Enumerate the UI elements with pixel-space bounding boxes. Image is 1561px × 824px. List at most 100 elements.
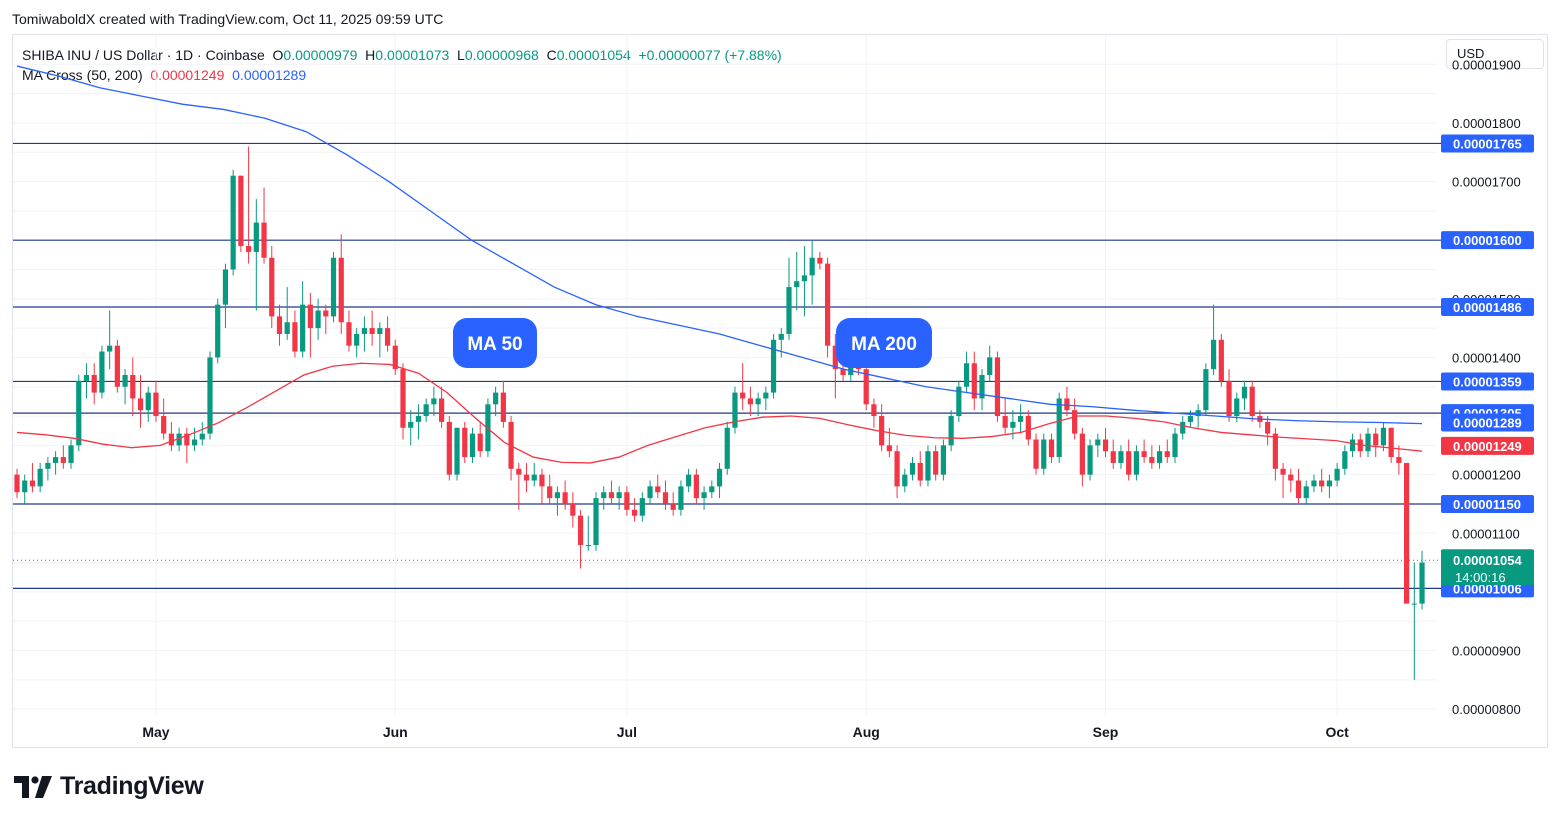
candle-down bbox=[863, 369, 869, 405]
candle-up bbox=[37, 468, 43, 487]
symbol-title[interactable]: SHIBA INU / US Dollar · 1D · Coinbase bbox=[22, 47, 265, 63]
candle-up bbox=[207, 357, 213, 434]
candle-down bbox=[346, 322, 352, 346]
candle-down bbox=[477, 433, 483, 452]
annotations: MA 50 MA 200 bbox=[453, 318, 932, 368]
candle-down bbox=[825, 263, 831, 346]
ma-indicator-label[interactable]: MA Cross (50, 200) bbox=[22, 67, 143, 83]
candle-down bbox=[894, 451, 900, 487]
candle-down bbox=[1295, 480, 1302, 499]
candle-up bbox=[423, 404, 429, 417]
candle-up bbox=[1010, 421, 1016, 428]
y-tick-label: 0.00000800 bbox=[1452, 702, 1521, 717]
candle-down bbox=[516, 468, 522, 475]
candle-down bbox=[323, 310, 329, 317]
candle-down bbox=[562, 492, 568, 504]
candle-up bbox=[979, 375, 985, 399]
candle-up bbox=[1211, 339, 1217, 370]
candle-up bbox=[1187, 416, 1194, 422]
candle-up bbox=[83, 375, 90, 381]
candle-down bbox=[624, 492, 630, 510]
candle-up bbox=[616, 492, 622, 499]
chart-legend: SHIBA INU / US Dollar · 1D · Coinbase O0… bbox=[22, 45, 782, 85]
candle-up bbox=[1172, 433, 1178, 458]
candle-up bbox=[415, 416, 422, 422]
candle-down bbox=[1025, 416, 1031, 440]
candle-down bbox=[1126, 451, 1132, 475]
candle-up bbox=[755, 398, 761, 405]
candle-up bbox=[925, 451, 931, 481]
candle-down bbox=[392, 345, 398, 370]
candle-up bbox=[902, 474, 908, 487]
candle-down bbox=[130, 375, 136, 399]
candle-up bbox=[987, 357, 993, 375]
candle-down bbox=[670, 503, 676, 510]
currency-selector[interactable]: USD bbox=[1446, 39, 1544, 69]
y-tick-label: 0.00001100 bbox=[1452, 526, 1520, 541]
brand-name: TradingView bbox=[60, 772, 204, 800]
candle-up bbox=[1326, 480, 1332, 487]
candle-up bbox=[770, 339, 777, 393]
candle-up bbox=[956, 386, 962, 417]
candle-up bbox=[493, 392, 499, 405]
ma50-value: 0.00001249 bbox=[150, 67, 225, 83]
candle-up bbox=[330, 257, 337, 317]
close-value: 0.00001054 bbox=[556, 47, 631, 63]
candle-down bbox=[1002, 416, 1008, 428]
candle-up bbox=[469, 433, 476, 458]
candle-down bbox=[1102, 439, 1109, 452]
y-tick-label: 0.00001400 bbox=[1452, 350, 1521, 365]
y-tick-label: 0.00001700 bbox=[1452, 175, 1521, 190]
ma200-value: 0.00001289 bbox=[232, 67, 307, 83]
candle-up bbox=[1365, 433, 1371, 452]
level-label-bg bbox=[1441, 231, 1534, 250]
ma50-line bbox=[16, 362, 1423, 464]
candle-down bbox=[1388, 427, 1394, 458]
candle-down bbox=[1319, 480, 1325, 487]
candle-up bbox=[361, 328, 367, 334]
candle-up bbox=[215, 304, 221, 358]
candle-down bbox=[91, 375, 97, 393]
candle-down bbox=[29, 480, 36, 487]
candle-up bbox=[431, 398, 437, 405]
candle-up bbox=[45, 462, 51, 469]
level-label: 0.00001359 bbox=[1453, 374, 1522, 389]
candle-down bbox=[500, 392, 506, 422]
candle-up bbox=[222, 269, 229, 305]
candle-up bbox=[76, 380, 82, 446]
candle-up bbox=[709, 486, 715, 493]
candle-down bbox=[1373, 433, 1379, 446]
candle-down bbox=[400, 369, 406, 428]
high-label: H bbox=[365, 47, 376, 63]
candle-down bbox=[161, 416, 167, 434]
candle-up bbox=[68, 445, 74, 463]
candle-down bbox=[570, 503, 576, 516]
candle-down bbox=[1149, 457, 1155, 463]
candle-down bbox=[662, 492, 669, 504]
candle-up bbox=[145, 392, 151, 411]
candle-down bbox=[246, 246, 252, 252]
level-label: 0.00001600 bbox=[1453, 233, 1522, 248]
candle-up bbox=[1419, 562, 1425, 604]
candle-up bbox=[716, 468, 723, 487]
candle-up bbox=[22, 480, 28, 493]
candle-down bbox=[740, 392, 746, 399]
candle-up bbox=[948, 416, 954, 446]
candle-up bbox=[686, 474, 692, 487]
change-value: +0.00000077 (+7.88%) bbox=[638, 47, 782, 63]
candle-up bbox=[1087, 445, 1093, 475]
candle-down bbox=[14, 474, 20, 493]
level-label-bg bbox=[1441, 494, 1534, 513]
candle-up bbox=[1195, 410, 1201, 417]
y-tick-label: 0.00001900 bbox=[1452, 57, 1521, 72]
candle-down bbox=[184, 433, 190, 446]
candle-down bbox=[539, 474, 545, 487]
candle-down bbox=[1226, 380, 1232, 417]
candle-up bbox=[678, 486, 684, 510]
candle-up bbox=[1349, 439, 1356, 452]
ma-row: MA Cross (50, 200) 0.00001249 0.00001289 bbox=[22, 65, 782, 85]
candle-down bbox=[1265, 421, 1271, 434]
candle-up bbox=[199, 433, 205, 440]
y-tick-label: 0.00001800 bbox=[1452, 116, 1521, 131]
